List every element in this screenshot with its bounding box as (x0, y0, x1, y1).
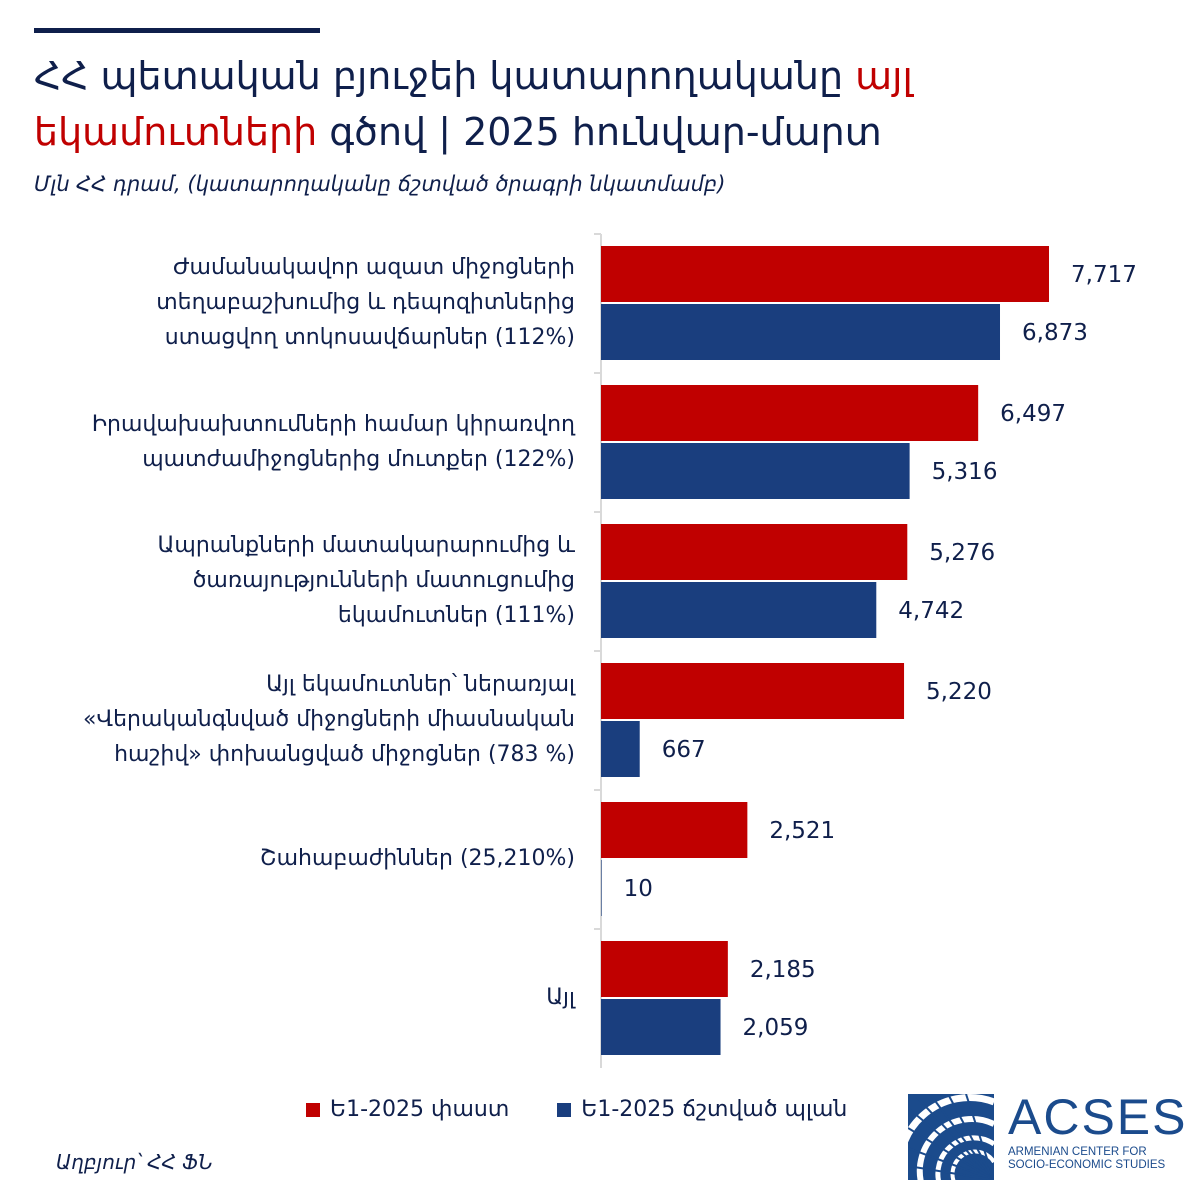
data-label-plan: 6,873 (1022, 320, 1088, 346)
bar-plan (601, 721, 640, 777)
bar-actual (601, 246, 1049, 302)
category-label-line: պատժամիջոցներից մուտքեր (122%) (142, 446, 575, 472)
bar-actual (601, 524, 908, 580)
category-label-line: հաշիվ» փոխանցված միջոցներ (783 %) (114, 742, 575, 767)
category-label-line: Ժամանակավոր ազատ միջոցների (172, 255, 575, 280)
title-highlight: այլ եկամուտների (34, 54, 913, 154)
data-label-actual: 2,521 (769, 818, 835, 844)
category-label-line: Այլ (546, 985, 575, 1010)
title-part1: ՀՀ պետական բյուջեի կատարողականը (34, 54, 844, 98)
bar-actual (601, 802, 748, 858)
legend-item-plan: Ե1-2025 ճշտված պլան (557, 1097, 847, 1122)
category-label: Իրավախախտումների համար կիրառվող պատժամիջո… (20, 407, 575, 477)
bar-plan (601, 304, 1001, 360)
data-label-plan: 5,316 (932, 459, 998, 485)
data-label-actual: 6,497 (1000, 401, 1066, 427)
category-label-line: ստացվող տոկոսավճարներ (112%) (164, 325, 575, 350)
category-label-line: եկամուտներ (111%) (337, 603, 575, 628)
logo-emblem-icon (908, 1094, 994, 1180)
category-label: Ժամանակավոր ազատ միջոցների տեղաբաշխումից … (20, 250, 575, 355)
data-label-plan: 2,059 (743, 1015, 809, 1041)
logo-wordmark: ACSES (1008, 1089, 1188, 1145)
bar-actual (601, 941, 728, 997)
category-label-line: Իրավախախտումների համար կիրառվող (91, 411, 575, 437)
legend: Ե1-2025 փաստ Ե1-2025 ճշտված պլան (306, 1097, 847, 1122)
legend-item-actual: Ե1-2025 փաստ (306, 1097, 509, 1122)
category-label-line: Շահաբաժիններ (25,210%) (259, 846, 575, 871)
category-label-line: «Վերականգնված միջոցների միասնական (83, 707, 575, 732)
data-label-plan: 667 (662, 737, 706, 763)
legend-swatch-plan (557, 1102, 572, 1117)
category-label-line: Այլ եկամուտներ՝ ներառյալ (266, 672, 575, 697)
bar-plan (601, 582, 877, 638)
category-label: Ապրանքների մատակարարումից և ծառայությունն… (20, 528, 575, 633)
data-label-actual: 5,276 (929, 540, 995, 566)
chart-subtitle: Մլն ՀՀ դրամ, (կատարողականը ճշտված ծրագրի… (34, 172, 726, 196)
legend-label-actual: Ե1-2025 փաստ (330, 1097, 510, 1122)
data-label-actual: 2,185 (750, 957, 816, 983)
data-label-plan: 4,742 (898, 598, 964, 624)
legend-swatch-actual (306, 1102, 320, 1117)
data-label-actual: 7,717 (1071, 262, 1137, 288)
top-rule (34, 28, 320, 33)
acses-logo: ACSES ARMENIAN CENTER FOR SOCIO-ECONOMIC… (908, 1089, 1190, 1180)
bar-actual (601, 385, 979, 441)
category-label-line: տեղաբաշխումից և դեպոզիտներից (156, 290, 575, 315)
bar-chart: 7,717 6,873 6,497 5,316 5,276 4,742 5,220 667 2,… (594, 233, 1137, 1068)
bar-plan (601, 999, 721, 1055)
data-label-plan: 10 (624, 876, 653, 902)
category-label: Այլ (20, 980, 575, 1015)
bar-plan (601, 443, 910, 499)
category-label-line: ծառայությունների մատուցումից (192, 568, 575, 593)
category-label: Այլ եկամուտներ՝ ներառյալ «Վերականգնված մի… (20, 667, 575, 772)
chart-title: ՀՀ պետական բյուջեի կատարողականը այլ եկամ… (34, 48, 1164, 160)
data-label-actual: 5,220 (926, 679, 992, 705)
category-label: Շահաբաժիններ (25,210%) (20, 841, 575, 876)
legend-label-plan: Ե1-2025 ճշտված պլան (581, 1097, 848, 1122)
bar-actual (601, 663, 905, 719)
bar-plan (601, 860, 602, 916)
logo-subtitle-line2: SOCIO-ECONOMIC STUDIES (1008, 1159, 1166, 1171)
title-part2: գծով | 2025 հունվար-մարտ (329, 110, 882, 154)
category-label-line: Ապրանքների մատակարարումից և (157, 533, 575, 558)
source-note: Աղբյուր՝ ՀՀ ՖՆ (56, 1150, 213, 1174)
logo-subtitle: ARMENIAN CENTER FOR SOCIO-ECONOMIC STUDI… (1008, 1146, 1165, 1172)
logo-subtitle-line1: ARMENIAN CENTER FOR (1008, 1146, 1147, 1158)
